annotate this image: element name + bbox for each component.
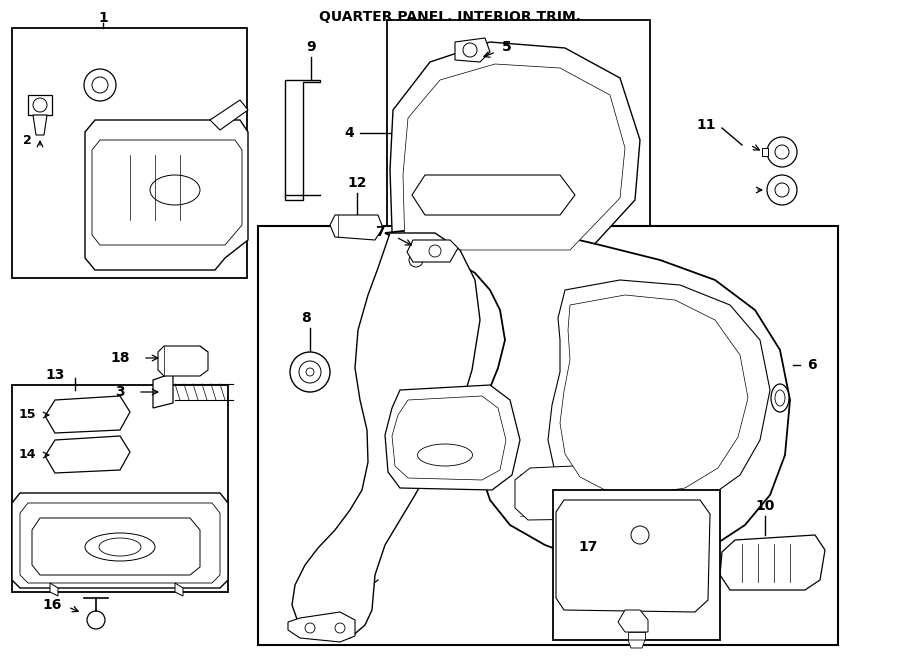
Circle shape xyxy=(775,183,789,197)
Polygon shape xyxy=(515,462,680,520)
Text: 10: 10 xyxy=(755,499,775,513)
Circle shape xyxy=(463,43,477,57)
Text: 18: 18 xyxy=(110,351,130,365)
Text: 6: 6 xyxy=(807,358,817,372)
Text: 5: 5 xyxy=(502,40,512,54)
Ellipse shape xyxy=(775,390,785,406)
Polygon shape xyxy=(556,500,710,612)
Polygon shape xyxy=(85,120,248,270)
Circle shape xyxy=(33,98,47,112)
Circle shape xyxy=(299,361,321,383)
Text: 11: 11 xyxy=(697,118,716,132)
Bar xyxy=(258,226,838,645)
Polygon shape xyxy=(288,612,355,642)
Polygon shape xyxy=(618,610,648,632)
Bar xyxy=(387,20,650,265)
Polygon shape xyxy=(32,518,200,575)
Polygon shape xyxy=(560,295,748,494)
Ellipse shape xyxy=(85,533,155,561)
Polygon shape xyxy=(403,64,625,250)
Bar xyxy=(12,385,228,592)
Circle shape xyxy=(429,245,441,257)
Text: 1: 1 xyxy=(98,11,108,25)
Text: 7: 7 xyxy=(375,225,385,239)
Polygon shape xyxy=(412,175,575,215)
Text: 16: 16 xyxy=(42,598,62,612)
Bar xyxy=(553,490,720,640)
Text: 13: 13 xyxy=(45,368,65,382)
Text: 8: 8 xyxy=(302,311,310,325)
Text: 2: 2 xyxy=(22,134,32,147)
Ellipse shape xyxy=(150,175,200,205)
Polygon shape xyxy=(28,95,52,115)
Circle shape xyxy=(87,611,105,629)
Polygon shape xyxy=(210,100,248,130)
Text: 15: 15 xyxy=(18,408,36,422)
Polygon shape xyxy=(45,396,130,433)
Polygon shape xyxy=(720,535,825,590)
Polygon shape xyxy=(548,280,770,510)
Ellipse shape xyxy=(771,384,789,412)
Circle shape xyxy=(767,175,797,205)
Text: 14: 14 xyxy=(18,449,36,461)
Circle shape xyxy=(409,253,423,267)
Circle shape xyxy=(306,368,314,376)
Text: QUARTER PANEL. INTERIOR TRIM.: QUARTER PANEL. INTERIOR TRIM. xyxy=(319,10,581,24)
Polygon shape xyxy=(12,493,228,588)
Ellipse shape xyxy=(418,444,472,466)
Polygon shape xyxy=(385,385,520,490)
Polygon shape xyxy=(50,583,58,596)
Polygon shape xyxy=(153,373,173,408)
Polygon shape xyxy=(407,240,458,262)
Text: 17: 17 xyxy=(579,540,598,554)
Circle shape xyxy=(92,77,108,93)
Text: 12: 12 xyxy=(347,176,367,190)
Polygon shape xyxy=(20,503,220,583)
Polygon shape xyxy=(390,42,640,260)
Ellipse shape xyxy=(99,538,141,556)
Polygon shape xyxy=(628,632,645,640)
Circle shape xyxy=(767,137,797,167)
Circle shape xyxy=(290,352,330,392)
Polygon shape xyxy=(392,396,506,480)
Polygon shape xyxy=(762,148,768,156)
Bar xyxy=(12,28,247,278)
Circle shape xyxy=(775,145,789,159)
Text: 4: 4 xyxy=(344,126,354,140)
Text: 3: 3 xyxy=(115,385,125,399)
Polygon shape xyxy=(175,583,183,596)
Text: 9: 9 xyxy=(306,40,316,54)
Polygon shape xyxy=(285,80,320,200)
Polygon shape xyxy=(292,233,480,640)
Polygon shape xyxy=(455,38,490,62)
Polygon shape xyxy=(385,227,790,562)
Polygon shape xyxy=(158,346,208,376)
Polygon shape xyxy=(628,640,645,648)
Circle shape xyxy=(335,623,345,633)
Polygon shape xyxy=(330,215,383,240)
Circle shape xyxy=(305,623,315,633)
Polygon shape xyxy=(92,140,242,245)
Circle shape xyxy=(84,69,116,101)
Polygon shape xyxy=(33,115,47,135)
Circle shape xyxy=(631,526,649,544)
Polygon shape xyxy=(45,436,130,473)
